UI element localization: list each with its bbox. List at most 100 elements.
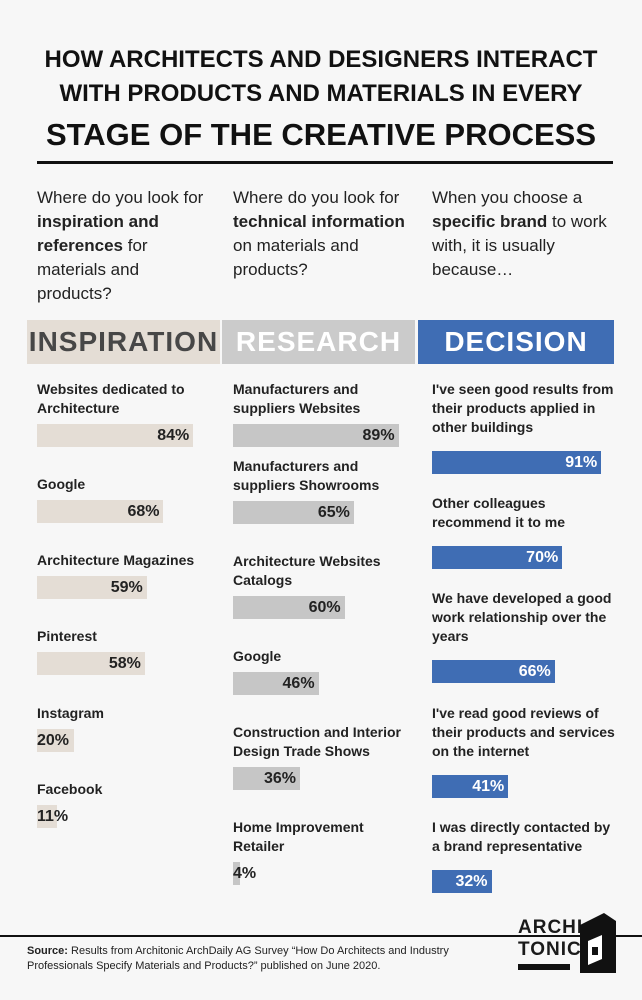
logo-door (592, 947, 598, 955)
bar-item: Websites dedicated to Architecture 84% (37, 380, 223, 447)
bar (37, 500, 164, 523)
bar-row: 65% (233, 501, 419, 524)
question-part: to work with, it is usually because… (432, 212, 607, 279)
bar (432, 775, 509, 798)
category-label: Manufacturers and suppliers Websites (233, 381, 361, 416)
bar-row: 11% (37, 805, 223, 828)
section-header: DECISION (418, 320, 614, 364)
footer-rule (0, 935, 642, 937)
bar (432, 660, 555, 683)
bar-item: Construction and Interior Design Trade S… (233, 723, 419, 790)
source-label: Source: (27, 945, 68, 957)
value-label: 70% (526, 549, 559, 566)
bar-row: 46% (233, 672, 419, 695)
bar-row: 60% (233, 596, 419, 619)
question-part: specific brand (432, 212, 548, 231)
bar-row: 70% (432, 546, 618, 569)
bar-row: 58% (37, 652, 223, 675)
bar-item: We have developed a good work relationsh… (432, 589, 618, 683)
bar (37, 805, 58, 828)
category-label: Architecture Magazines (37, 552, 195, 568)
logo-text: TONIC (518, 939, 582, 960)
question-part: Where do you look for (37, 188, 204, 207)
category-label: Architecture Websites Catalogs (233, 553, 381, 588)
logo: ARCHI TONIC (518, 913, 618, 975)
bar (37, 729, 75, 752)
value-label: 46% (282, 675, 315, 692)
category-label: Construction and Interior Design Trade S… (233, 724, 401, 759)
logo-bar (518, 964, 570, 970)
question-part: on materials and products? (233, 236, 359, 279)
bar-row: 41% (432, 775, 618, 798)
bar (37, 576, 147, 599)
value-label: 58% (108, 655, 141, 672)
bar (233, 424, 399, 447)
category-label: Pinterest (37, 628, 97, 644)
bar (432, 451, 602, 474)
bar-row: 84% (37, 424, 223, 447)
bar (233, 862, 241, 885)
bar-item: Architecture Websites Catalogs 60% (233, 552, 419, 619)
bar (233, 501, 354, 524)
category-label: I've read good reviews of their products… (432, 705, 615, 759)
bar-row: 36% (233, 767, 419, 790)
question-part: inspiration and references (37, 212, 159, 255)
title-line: STAGE OF THE CREATIVE PROCESS (45, 117, 597, 152)
value-label: 36% (263, 770, 296, 787)
category-label: Facebook (37, 781, 103, 797)
question: When you choose a specific brand to work… (432, 186, 608, 282)
logo-icon (580, 913, 616, 973)
bar (432, 546, 563, 569)
value-label: 84% (157, 427, 190, 444)
bar (37, 652, 145, 675)
bar-item: Pinterest 58% (37, 627, 223, 675)
source: Source: Results from Architonic ArchDail… (27, 944, 497, 974)
category-label: I was directly contacted by a brand repr… (432, 819, 611, 854)
bar-row: 4% (233, 862, 419, 885)
bar-row: 59% (37, 576, 223, 599)
question-part: technical information (233, 212, 405, 231)
source-text: Results from Architonic ArchDaily AG Sur… (27, 945, 449, 972)
bar-item: Architecture Magazines 59% (37, 551, 223, 599)
category-label: Instagram (37, 705, 104, 721)
value-label: 60% (308, 599, 341, 616)
bar-item: I've read good reviews of their products… (432, 704, 618, 798)
bar-item: Manufacturers and suppliers Websites 89% (233, 380, 419, 447)
question: Where do you look for technical informat… (233, 186, 409, 282)
value-label: 11% (37, 808, 69, 825)
bar-row: 89% (233, 424, 419, 447)
section-header: RESEARCH (222, 320, 415, 364)
question: Where do you look for inspiration and re… (37, 186, 213, 306)
logo-text: ARCHI (518, 917, 584, 938)
bar-item: Instagram 20% (37, 704, 223, 752)
title-line: WITH PRODUCTS AND MATERIALS IN EVERY (59, 80, 583, 107)
category-label: Google (37, 476, 86, 492)
value-label: 20% (37, 732, 70, 749)
bar-item: Google 68% (37, 475, 223, 523)
value-label: 32% (455, 873, 488, 890)
bar-item: I was directly contacted by a brand repr… (432, 818, 618, 893)
question-part: for materials and products? (37, 236, 148, 303)
bar-item: Google 46% (233, 647, 419, 695)
value-label: 91% (565, 454, 598, 471)
category-label: We have developed a good work relationsh… (432, 590, 612, 644)
bar-row: 32% (432, 870, 618, 893)
value-label: 66% (518, 663, 551, 680)
title-line: HOW ARCHITECTS AND DESIGNERS INTERACT (44, 46, 598, 73)
bar (432, 870, 492, 893)
section-header: INSPIRATION (27, 320, 220, 364)
bar-item: Manufacturers and suppliers Showrooms 65% (233, 457, 419, 524)
bar-row: 91% (432, 451, 618, 474)
bar-item: Facebook 11% (37, 780, 223, 828)
value-label: 4% (233, 865, 257, 882)
value-label: 41% (472, 778, 505, 795)
question-part: Where do you look for (233, 188, 400, 207)
bar-item: I've seen good results from their produc… (432, 380, 618, 474)
category-label: Home Improvement Retailer (233, 819, 364, 854)
bar (233, 596, 345, 619)
title-rule (37, 161, 613, 164)
bar-item: Home Improvement Retailer 4% (233, 818, 419, 885)
bar (37, 424, 194, 447)
bar (233, 672, 319, 695)
